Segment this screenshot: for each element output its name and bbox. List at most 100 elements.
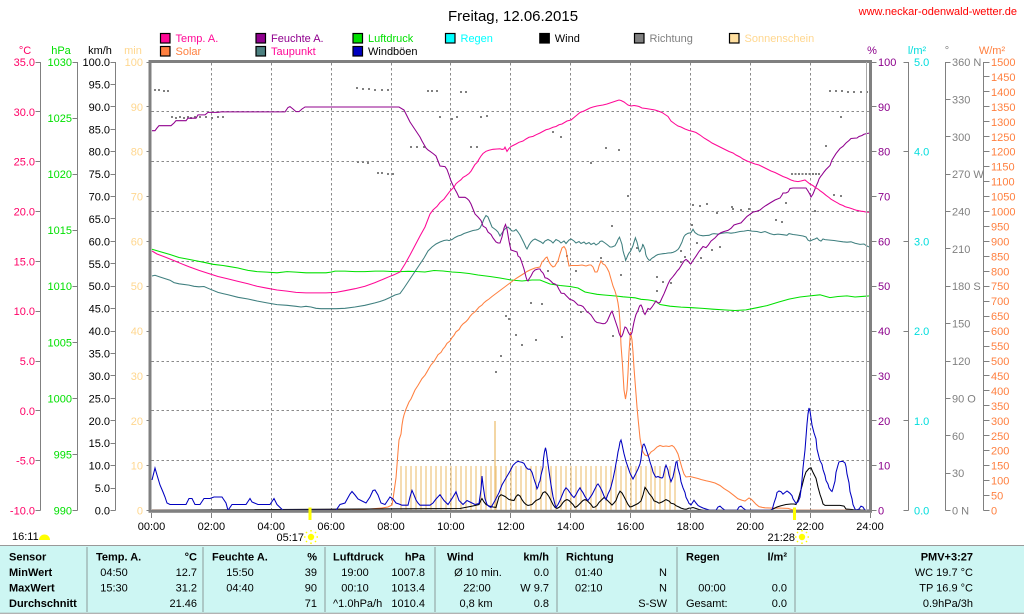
svg-text:60: 60 (878, 236, 890, 248)
svg-text:°C: °C (19, 45, 31, 57)
svg-text:10: 10 (878, 461, 890, 473)
svg-text:Luftdruck: Luftdruck (368, 33, 414, 45)
svg-text:20: 20 (131, 416, 143, 428)
svg-text:71: 71 (305, 598, 317, 610)
svg-text:16:00: 16:00 (617, 521, 645, 533)
svg-text:PMV+3:27: PMV+3:27 (921, 552, 973, 564)
svg-text:0.0: 0.0 (95, 506, 110, 518)
svg-text:31.2: 31.2 (176, 583, 197, 595)
svg-text:18:00: 18:00 (677, 521, 705, 533)
svg-text:0.0: 0.0 (20, 406, 35, 418)
svg-text:Wind: Wind (555, 33, 580, 45)
svg-text:1400: 1400 (991, 87, 1015, 99)
svg-text:Regen: Regen (461, 33, 493, 45)
svg-text:90: 90 (878, 102, 890, 114)
svg-text:800: 800 (991, 266, 1009, 278)
svg-text:1005: 1005 (48, 337, 72, 349)
svg-text:19:00: 19:00 (341, 567, 369, 579)
svg-text:1100: 1100 (991, 177, 1015, 189)
svg-text:1500: 1500 (991, 57, 1015, 69)
svg-text:hPa: hPa (405, 552, 426, 564)
svg-text:Ø 10 min.: Ø 10 min. (454, 567, 502, 579)
svg-text:MaxWert: MaxWert (9, 583, 55, 595)
svg-text:hPa: hPa (51, 45, 71, 57)
svg-text:04:50: 04:50 (100, 567, 128, 579)
svg-text:90 O: 90 O (952, 393, 976, 405)
svg-text:10.0: 10.0 (14, 306, 35, 318)
svg-text:1020: 1020 (48, 169, 72, 181)
svg-text:65.0: 65.0 (89, 214, 110, 226)
svg-text:50: 50 (991, 491, 1003, 503)
svg-text:750: 750 (991, 281, 1009, 293)
svg-text:1450: 1450 (991, 72, 1015, 84)
svg-text:270 W: 270 W (952, 169, 984, 181)
svg-text:Regen: Regen (686, 552, 720, 564)
svg-text:14:00: 14:00 (557, 521, 585, 533)
svg-text:40: 40 (131, 326, 143, 338)
svg-text:l/m²: l/m² (767, 552, 787, 564)
svg-text:80.0: 80.0 (89, 147, 110, 159)
svg-text:90: 90 (131, 102, 143, 114)
svg-text:15.0: 15.0 (14, 256, 35, 268)
svg-text:500: 500 (991, 356, 1009, 368)
svg-text:05:17: 05:17 (276, 532, 304, 544)
svg-text:15.0: 15.0 (89, 438, 110, 450)
svg-text:4.0: 4.0 (914, 147, 929, 159)
svg-text:1010.4: 1010.4 (391, 598, 425, 610)
svg-text:15:30: 15:30 (100, 583, 128, 595)
svg-text:70.0: 70.0 (89, 192, 110, 204)
svg-text:N: N (659, 567, 667, 579)
svg-text:5.0: 5.0 (20, 356, 35, 368)
svg-text:25.0: 25.0 (89, 393, 110, 405)
svg-text:850: 850 (991, 251, 1009, 263)
svg-text:100: 100 (991, 476, 1009, 488)
svg-text:25.0: 25.0 (14, 157, 35, 169)
svg-text:995: 995 (54, 449, 72, 461)
svg-text:Feuchte A.: Feuchte A. (271, 33, 324, 45)
svg-text:02:10: 02:10 (575, 583, 603, 595)
svg-text:600: 600 (991, 326, 1009, 338)
svg-text:550: 550 (991, 341, 1009, 353)
svg-text:1150: 1150 (991, 162, 1015, 174)
svg-text:40.0: 40.0 (89, 326, 110, 338)
svg-text:1025: 1025 (48, 113, 72, 125)
svg-text:TP 16.9 °C: TP 16.9 °C (919, 583, 973, 595)
svg-text:km/h: km/h (88, 45, 112, 57)
svg-text:20.0: 20.0 (89, 416, 110, 428)
svg-text:70: 70 (131, 192, 143, 204)
svg-text:Sonnenschein: Sonnenschein (745, 33, 815, 45)
svg-text:30: 30 (878, 371, 890, 383)
svg-text:450: 450 (991, 371, 1009, 383)
svg-text:55.0: 55.0 (89, 259, 110, 271)
svg-text:990: 990 (54, 506, 72, 518)
svg-text:100: 100 (125, 57, 143, 69)
svg-text:1300: 1300 (991, 117, 1015, 129)
svg-text:300: 300 (991, 416, 1009, 428)
svg-text:1030: 1030 (48, 57, 72, 69)
svg-text:16:11: 16:11 (12, 531, 39, 543)
svg-text:0.9hPa/3h: 0.9hPa/3h (923, 598, 973, 610)
svg-text:1.0: 1.0 (914, 416, 929, 428)
svg-text:-10.0: -10.0 (10, 506, 35, 518)
svg-text:0 N: 0 N (952, 506, 969, 518)
svg-text:Freitag, 12.06.2015: Freitag, 12.06.2015 (448, 8, 578, 25)
svg-text:40: 40 (878, 326, 890, 338)
svg-text:1000: 1000 (991, 207, 1015, 219)
svg-text:MinWert: MinWert (9, 567, 53, 579)
svg-text:1250: 1250 (991, 132, 1015, 144)
svg-text:l/m²: l/m² (908, 45, 927, 57)
svg-text:50.0: 50.0 (89, 281, 110, 293)
svg-text:35.0: 35.0 (89, 349, 110, 361)
svg-text:3.0: 3.0 (914, 236, 929, 248)
svg-text:20.0: 20.0 (14, 207, 35, 219)
svg-text:Taupunkt: Taupunkt (271, 46, 316, 58)
svg-text:0.0: 0.0 (772, 598, 787, 610)
svg-text:350: 350 (991, 401, 1009, 413)
svg-text:180 S: 180 S (952, 281, 981, 293)
svg-text:90: 90 (305, 583, 317, 595)
svg-text:950: 950 (991, 221, 1009, 233)
svg-text:S-SW: S-SW (638, 598, 667, 610)
svg-text:1010: 1010 (48, 281, 72, 293)
svg-text:30.0: 30.0 (14, 107, 35, 119)
svg-text:700: 700 (991, 296, 1009, 308)
